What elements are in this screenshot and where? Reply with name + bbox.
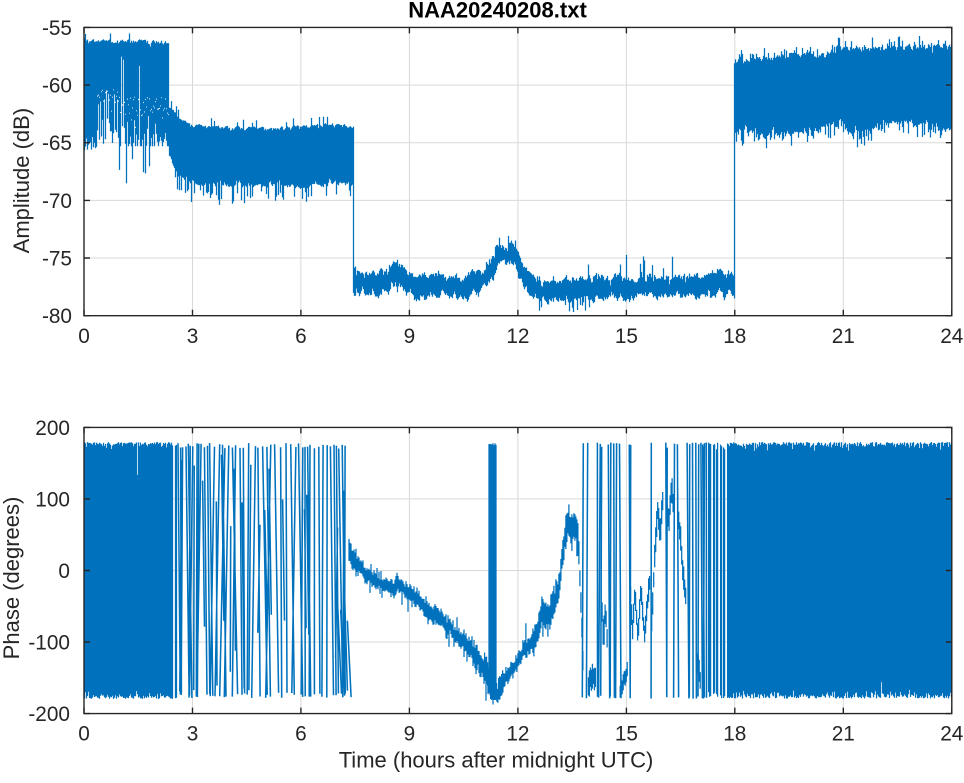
svg-text:6: 6 xyxy=(295,325,307,348)
svg-text:-55: -55 xyxy=(42,17,72,40)
svg-text:0: 0 xyxy=(58,560,70,583)
svg-text:15: 15 xyxy=(615,723,638,746)
svg-text:200: 200 xyxy=(35,417,70,440)
svg-text:3: 3 xyxy=(187,723,199,746)
svg-text:18: 18 xyxy=(723,723,746,746)
svg-text:100: 100 xyxy=(35,488,70,511)
svg-text:-60: -60 xyxy=(42,75,72,98)
svg-text:15: 15 xyxy=(615,325,638,348)
svg-text:-75: -75 xyxy=(42,247,72,270)
svg-text:9: 9 xyxy=(404,325,416,348)
svg-text:-80: -80 xyxy=(42,305,72,328)
svg-text:24: 24 xyxy=(940,723,963,746)
svg-text:NAA20240208.txt: NAA20240208.txt xyxy=(408,0,587,22)
svg-text:0: 0 xyxy=(78,723,90,746)
svg-text:-100: -100 xyxy=(28,631,70,654)
svg-text:0: 0 xyxy=(78,325,90,348)
svg-text:Phase (degrees): Phase (degrees) xyxy=(0,497,24,660)
svg-text:-65: -65 xyxy=(42,132,72,155)
svg-text:-200: -200 xyxy=(28,703,70,726)
svg-text:9: 9 xyxy=(404,723,416,746)
svg-text:3: 3 xyxy=(187,325,199,348)
svg-text:-70: -70 xyxy=(42,190,72,213)
svg-text:Time (hours after midnight UTC: Time (hours after midnight UTC) xyxy=(339,748,654,773)
svg-text:24: 24 xyxy=(940,325,963,348)
svg-text:21: 21 xyxy=(832,723,855,746)
svg-text:12: 12 xyxy=(506,325,529,348)
svg-text:6: 6 xyxy=(295,723,307,746)
svg-text:12: 12 xyxy=(506,723,529,746)
svg-text:21: 21 xyxy=(832,325,855,348)
svg-text:18: 18 xyxy=(723,325,746,348)
svg-text:Amplitude (dB): Amplitude (dB) xyxy=(9,108,34,254)
